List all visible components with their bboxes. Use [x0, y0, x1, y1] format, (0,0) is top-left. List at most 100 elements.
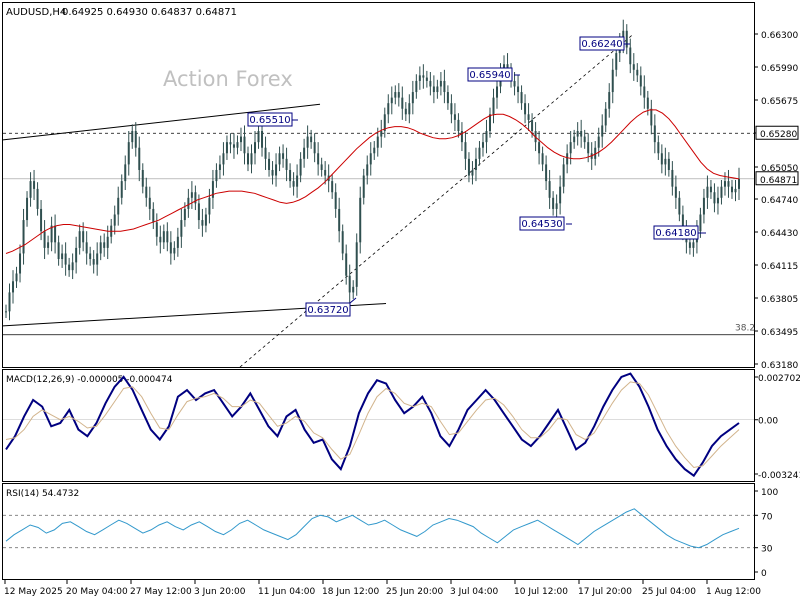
candle-body [268, 158, 271, 170]
candle-body [548, 181, 551, 198]
candle-body [552, 197, 555, 209]
candle-body [583, 136, 586, 143]
candle-body [36, 188, 39, 209]
candle-body [404, 108, 407, 115]
resistance-price-box [755, 125, 799, 140]
candle-body [61, 253, 64, 260]
annotation-label: 0.64530 [521, 219, 562, 230]
candle-body [566, 153, 569, 165]
candle-body [527, 114, 530, 120]
candle-body [429, 80, 432, 87]
candle-body [422, 75, 425, 78]
candle-body [225, 142, 228, 154]
candle-body [513, 80, 516, 87]
candle-body [457, 119, 460, 132]
annotation-label: 0.65940 [469, 70, 510, 81]
x-tick-label: 27 May 12:00 [130, 587, 192, 597]
candle-body [594, 147, 597, 159]
price-tick-label: 0.66300 [761, 31, 798, 41]
annotation-label: 0.63720 [307, 305, 348, 316]
candle-body [439, 80, 442, 87]
candle-body [408, 103, 411, 115]
price-tick-label: 0.65675 [761, 97, 798, 107]
candle-body [155, 222, 158, 237]
rsi-layer [3, 508, 754, 549]
candle-body [313, 142, 316, 154]
candle-body [492, 97, 495, 115]
candle-body [443, 80, 446, 93]
candle-body [632, 64, 635, 70]
price-panel-frame [2, 2, 755, 368]
candle-body [474, 158, 477, 170]
macd-line [5, 372, 740, 478]
candle-body [257, 131, 260, 143]
candle-body [734, 188, 737, 193]
candle-body [289, 169, 292, 182]
candle-body [625, 30, 628, 48]
candle-body [201, 220, 204, 226]
price-tick-label: 0.65990 [761, 64, 798, 74]
price-tick-label: 0.65050 [761, 164, 798, 174]
candle-body [730, 186, 733, 193]
candle-body [580, 131, 583, 137]
candle-body [341, 231, 344, 254]
candle-body [601, 125, 604, 137]
candle-body [650, 108, 653, 126]
candle-body [524, 103, 527, 115]
candle-body [369, 153, 372, 165]
candle-body [285, 158, 288, 170]
candle-body [117, 197, 120, 215]
macd-signal-line [5, 381, 740, 469]
candle-body [334, 192, 337, 209]
candle-body [383, 114, 386, 132]
candle-body [615, 53, 618, 70]
x-tick-label: 1 Aug 12:00 [706, 587, 761, 597]
candle-body [82, 231, 85, 243]
channel-upper-line [2, 103, 321, 141]
candle-body [169, 242, 172, 254]
candle-body [194, 192, 197, 204]
candle-body [229, 142, 232, 145]
candle-body [236, 142, 239, 148]
candle-body [71, 262, 74, 271]
candle-body [678, 197, 681, 215]
annotation-label: 0.65510 [249, 115, 290, 126]
candle-body [723, 181, 726, 187]
candle-body [92, 259, 95, 265]
macd-title: MACD(12,26,9) -0.000005 -0.000474 [6, 375, 173, 385]
x-tick-label: 3 Jun 20:00 [194, 587, 246, 597]
candle-body [131, 131, 134, 143]
candle-body [197, 203, 200, 221]
macd-tick-label: -0.003241 [758, 471, 800, 481]
rsi-tick-label: 30 [761, 545, 773, 555]
candle-body [15, 273, 18, 282]
candle-body [538, 142, 541, 154]
candle-body [738, 178, 740, 189]
x-tick-label: 20 May 04:00 [66, 587, 128, 597]
candle-body [576, 131, 579, 137]
candle-body [222, 153, 225, 165]
candle-body [338, 208, 341, 232]
candle-body [373, 147, 376, 154]
candle-body [54, 225, 57, 243]
annotation-box [467, 67, 513, 82]
rsi-tick-label: 70 [761, 512, 773, 522]
candle-body [264, 147, 267, 159]
annotation-label: 0.64180 [655, 228, 696, 239]
candle-body [716, 197, 719, 204]
price-tick-label: 0.64115 [761, 262, 798, 272]
x-tick-label: 18 Jun 12:00 [322, 587, 379, 597]
price-tick-label: 0.64740 [761, 196, 798, 206]
candle-body [653, 125, 656, 143]
candle-body [643, 86, 646, 98]
candle-body [331, 181, 334, 193]
candle-body [569, 142, 572, 154]
candle-body [173, 247, 176, 254]
candle-body [352, 286, 355, 293]
candle-body [261, 131, 264, 148]
candle-body [176, 236, 179, 248]
candle-body [467, 158, 470, 176]
price-tick-label: 0.64430 [761, 229, 798, 239]
rsi-line [5, 508, 740, 549]
candle-body [103, 242, 106, 248]
